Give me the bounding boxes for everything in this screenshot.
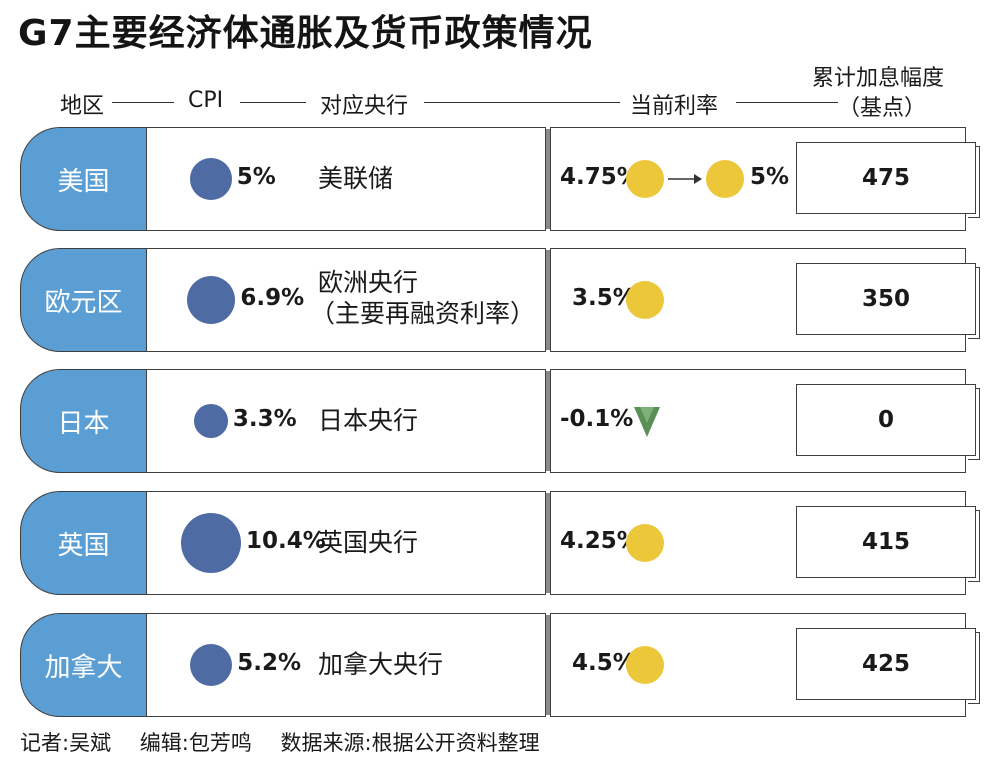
cumulative-hike-value: 0 [796, 384, 976, 456]
panel-divider [546, 493, 551, 593]
region-label: 加拿大 [20, 613, 146, 717]
central-bank-name: 英国央行 [318, 528, 419, 557]
cpi-value: 3.3% [232, 406, 297, 432]
footer: 记者:吴斌 编辑:包芳鸣 数据来源:根据公开资料整理 [20, 727, 562, 757]
right-arrow-icon [668, 174, 702, 184]
rate-current-value: 3.5% [572, 285, 636, 311]
cpi-value: 5% [236, 164, 276, 190]
panel-divider [546, 250, 551, 350]
header-region: 地区 [60, 94, 105, 119]
header-cpi: CPI [188, 88, 224, 113]
central-bank-name: 美联储 [318, 164, 394, 193]
footer-source: 数据来源:根据公开资料整理 [280, 731, 540, 755]
cpi-value: 5.2% [237, 650, 301, 676]
down-arrow-icon [634, 407, 660, 437]
cumulative-hike-value: 475 [796, 142, 976, 214]
header-hike-line2: （基点） [838, 96, 927, 121]
panel-divider [546, 129, 551, 229]
cpi-value: 6.9% [240, 285, 305, 311]
cumulative-hike-value: 415 [796, 506, 976, 578]
footer-reporter: 记者:吴斌 [20, 731, 112, 755]
rate-marker [626, 160, 664, 198]
cpi-bank-panel [146, 127, 546, 231]
region-label: 欧元区 [20, 248, 146, 352]
footer-editor: 编辑:包芳鸣 [139, 731, 252, 755]
header-rate: 当前利率 [630, 94, 719, 119]
central-bank-name: 加拿大央行 [318, 650, 444, 679]
page-title: G7主要经济体通胀及货币政策情况 [18, 13, 593, 54]
rate-marker [626, 281, 664, 319]
table-row: 加拿大 5.2% 加拿大央行 4.5% 425 [20, 613, 980, 717]
rate-current-value: 4.5% [572, 650, 636, 676]
region-label: 英国 [20, 491, 146, 595]
header-divider [736, 102, 838, 103]
region-label: 美国 [20, 127, 146, 231]
panel-divider [546, 615, 551, 715]
header-divider [112, 102, 174, 103]
cpi-bubble [186, 275, 236, 325]
table-row: 美国 5% 美联储 4.75% 5% 475 [20, 127, 980, 231]
cpi-bubble [189, 643, 233, 687]
rate-current-value: 5% [750, 164, 790, 190]
cumulative-hike-value: 425 [796, 628, 976, 700]
cumulative-hike-value: 350 [796, 263, 976, 335]
cpi-bubble [190, 158, 232, 200]
panel-divider [546, 371, 551, 471]
cpi-bubble [181, 513, 241, 573]
header-divider [240, 102, 306, 103]
header-hike-line1: 累计加息幅度 [812, 66, 945, 91]
rate-current-value: -0.1% [560, 406, 634, 432]
table-row: 欧元区 6.9% 欧洲央行 （主要再融资利率） 3.5% 350 [20, 248, 980, 352]
table-row: 日本 3.3% 日本央行 -0.1% 0 [20, 369, 980, 473]
region-label: 日本 [20, 369, 146, 473]
central-bank-name: （主要再融资利率） [310, 299, 536, 328]
cpi-bubble [194, 404, 228, 438]
rate-marker [626, 524, 664, 562]
cpi-value: 10.4% [246, 528, 326, 554]
table-row: 英国 10.4% 英国央行 4.25% 415 [20, 491, 980, 595]
header-divider [424, 102, 620, 103]
central-bank-name: 欧洲央行 [318, 268, 419, 297]
central-bank-name: 日本央行 [318, 406, 419, 435]
header-bank: 对应央行 [320, 94, 409, 119]
rate-marker [626, 646, 664, 684]
rate-marker [706, 160, 744, 198]
